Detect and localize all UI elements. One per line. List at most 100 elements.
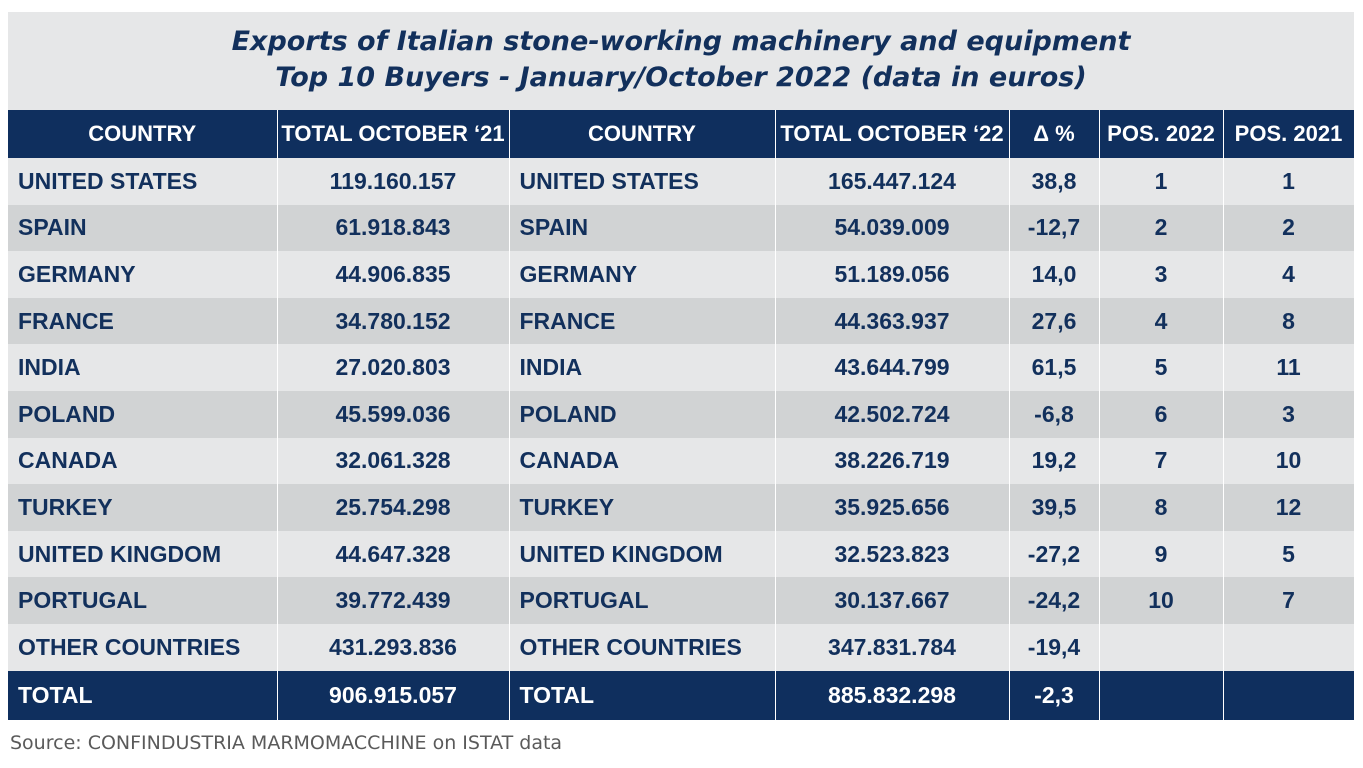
cell-country-22: CANADA — [509, 437, 776, 485]
table-row: PORTUGAL 39.772.439 PORTUGAL 30.137.667 -24,… — [8, 577, 1355, 624]
cell-pos-2022: 9 — [1099, 530, 1224, 578]
cell-delta-percent: -12,7 — [1009, 204, 1100, 252]
cell-total-october-21: 39.772.439 — [277, 577, 510, 624]
cell-pos-2021: 1 — [1223, 158, 1355, 205]
table-row: POLAND 45.599.036 POLAND 42.502.724 -6,8 6 3 — [8, 390, 1355, 438]
cell-total-october-21: 44.906.835 — [277, 251, 510, 298]
buyers-table: COUNTRY TOTAL OCTOBER ‘21 COUNTRY TOTAL OCT… — [8, 110, 1355, 720]
cell-total-october-22: 30.137.667 — [775, 577, 1010, 624]
cell-total-october-22: 885.832.298 — [775, 670, 1010, 720]
cell-country-21: SPAIN — [8, 204, 278, 252]
cell-pos-2021 — [1223, 623, 1355, 671]
cell-total-october-22: 51.189.056 — [775, 251, 1010, 298]
cell-country-22: GERMANY — [509, 251, 776, 298]
cell-total-october-22: 347.831.784 — [775, 623, 1010, 671]
cell-total-october-21: 32.061.328 — [277, 437, 510, 485]
cell-pos-2021: 8 — [1223, 297, 1355, 345]
cell-pos-2021: 2 — [1223, 204, 1355, 252]
table-row: CANADA 32.061.328 CANADA 38.226.719 19,2 7 10 — [8, 437, 1355, 485]
table-row: INDIA 27.020.803 INDIA 43.644.799 61,5 5 11 — [8, 344, 1355, 391]
cell-pos-2022: 7 — [1099, 437, 1224, 485]
cell-country-22: UNITED STATES — [509, 158, 776, 205]
cell-country-21: TURKEY — [8, 484, 278, 531]
cell-pos-2021: 3 — [1223, 390, 1355, 438]
cell-country-22: UNITED KINGDOM — [509, 530, 776, 578]
cell-pos-2021: 7 — [1223, 577, 1355, 624]
cell-delta-percent: -24,2 — [1009, 577, 1100, 624]
cell-delta-percent: 14,0 — [1009, 251, 1100, 298]
cell-delta-percent: 38,8 — [1009, 158, 1100, 205]
cell-total-october-22: 43.644.799 — [775, 344, 1010, 391]
cell-pos-2022: 2 — [1099, 204, 1224, 252]
cell-pos-2021 — [1223, 670, 1355, 720]
column-header-delta-percent: Δ % — [1009, 110, 1100, 158]
table-row: SPAIN 61.918.843 SPAIN 54.039.009 -12,7 2 2 — [8, 204, 1355, 252]
cell-pos-2021: 10 — [1223, 437, 1355, 485]
cell-country-21: UNITED STATES — [8, 158, 278, 205]
cell-total-october-21: 45.599.036 — [277, 390, 510, 438]
cell-delta-percent: 61,5 — [1009, 344, 1100, 391]
cell-total-october-22: 165.447.124 — [775, 158, 1010, 205]
cell-total-october-22: 32.523.823 — [775, 530, 1010, 578]
cell-pos-2021: 5 — [1223, 530, 1355, 578]
cell-total-october-22: 54.039.009 — [775, 204, 1010, 252]
cell-country-21: FRANCE — [8, 297, 278, 345]
cell-total-october-21: 431.293.836 — [277, 623, 510, 671]
table-row: GERMANY 44.906.835 GERMANY 51.189.056 14,0 3 4 — [8, 251, 1355, 298]
cell-total-october-21: 44.647.328 — [277, 530, 510, 578]
cell-delta-percent: -2,3 — [1009, 670, 1100, 720]
table-row: UNITED STATES 119.160.157 UNITED STATES 165… — [8, 158, 1355, 205]
column-header-pos-2021: POS. 2021 — [1223, 110, 1355, 158]
cell-country-21: CANADA — [8, 437, 278, 485]
table-row: UNITED KINGDOM 44.647.328 UNITED KINGDOM 32… — [8, 530, 1355, 578]
cell-country-21: UNITED KINGDOM — [8, 530, 278, 578]
cell-delta-percent: 19,2 — [1009, 437, 1100, 485]
cell-pos-2022: 4 — [1099, 297, 1224, 345]
source-note: Source: CONFINDUSTRIA MARMOMACCHINE on I… — [10, 732, 563, 754]
chart-title: Exports of Italian stone-working machine… — [8, 24, 1354, 96]
cell-total-october-21: 34.780.152 — [277, 297, 510, 345]
header-row: COUNTRY TOTAL OCTOBER ‘21 COUNTRY TOTAL OCT… — [8, 110, 1355, 158]
cell-country-21: PORTUGAL — [8, 577, 278, 624]
table-panel: Exports of Italian stone-working machine… — [8, 12, 1355, 720]
cell-country-22: OTHER COUNTRIES — [509, 623, 776, 671]
cell-delta-percent: -27,2 — [1009, 530, 1100, 578]
column-header-pos-2022: POS. 2022 — [1099, 110, 1224, 158]
cell-pos-2022 — [1099, 623, 1224, 671]
cell-total-october-22: 35.925.656 — [775, 484, 1010, 531]
cell-delta-percent: 39,5 — [1009, 484, 1100, 531]
cell-country-22: TURKEY — [509, 484, 776, 531]
cell-delta-percent: -19,4 — [1009, 623, 1100, 671]
table-row: OTHER COUNTRIES 431.293.836 OTHER COUNTRIE… — [8, 623, 1355, 671]
cell-total-october-22: 44.363.937 — [775, 297, 1010, 345]
cell-total-october-21: 25.754.298 — [277, 484, 510, 531]
table-body: UNITED STATES 119.160.157 UNITED STATES 165… — [8, 158, 1355, 720]
cell-pos-2022: 8 — [1099, 484, 1224, 531]
cell-total-october-21: 27.020.803 — [277, 344, 510, 391]
cell-country-21: INDIA — [8, 344, 278, 391]
cell-pos-2021: 4 — [1223, 251, 1355, 298]
cell-total-october-21: 906.915.057 — [277, 670, 510, 720]
cell-country-22: FRANCE — [509, 297, 776, 345]
cell-total-october-21: 61.918.843 — [277, 204, 510, 252]
cell-delta-percent: -6,8 — [1009, 390, 1100, 438]
cell-pos-2022: 6 — [1099, 390, 1224, 438]
cell-country-21: GERMANY — [8, 251, 278, 298]
cell-country-21: OTHER COUNTRIES — [8, 623, 278, 671]
table-row: FRANCE 34.780.152 FRANCE 44.363.937 27,6 4 8 — [8, 297, 1355, 345]
cell-pos-2022: 1 — [1099, 158, 1224, 205]
cell-country-22: PORTUGAL — [509, 577, 776, 624]
cell-pos-2022: 3 — [1099, 251, 1224, 298]
cell-total-october-22: 38.226.719 — [775, 437, 1010, 485]
total-row: TOTAL 906.915.057 TOTAL 885.832.298 -2,3 — [8, 670, 1355, 720]
column-header-total-october-21: TOTAL OCTOBER ‘21 — [277, 110, 510, 158]
cell-country-22: POLAND — [509, 390, 776, 438]
cell-pos-2021: 12 — [1223, 484, 1355, 531]
cell-country-21: TOTAL — [8, 670, 278, 720]
cell-pos-2022 — [1099, 670, 1224, 720]
title-line-1: Exports of Italian stone-working machine… — [231, 26, 1131, 57]
cell-pos-2022: 5 — [1099, 344, 1224, 391]
column-header-country-22: COUNTRY — [509, 110, 776, 158]
cell-country-21: POLAND — [8, 390, 278, 438]
cell-pos-2022: 10 — [1099, 577, 1224, 624]
